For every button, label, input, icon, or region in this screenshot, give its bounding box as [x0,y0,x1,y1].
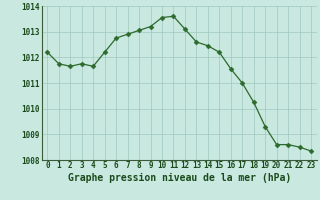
X-axis label: Graphe pression niveau de la mer (hPa): Graphe pression niveau de la mer (hPa) [68,173,291,183]
